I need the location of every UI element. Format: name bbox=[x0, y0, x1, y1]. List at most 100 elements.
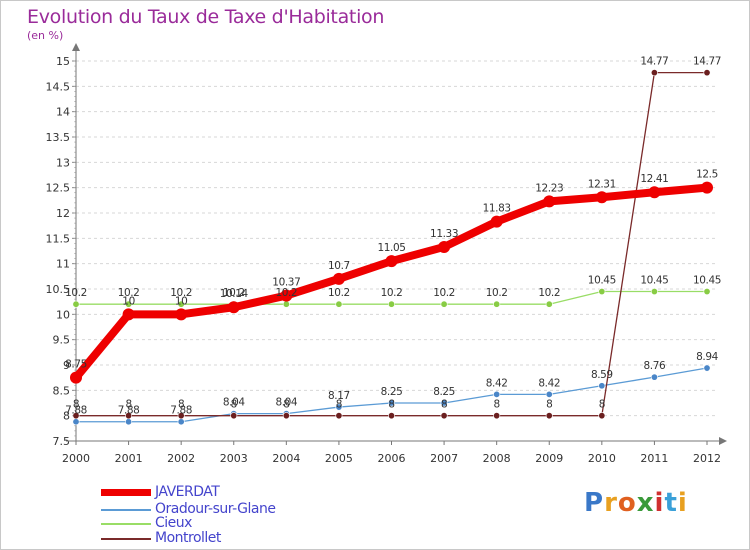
data-label: 8.59 bbox=[591, 369, 613, 381]
data-label: 8 bbox=[231, 399, 237, 411]
data-point bbox=[545, 300, 553, 308]
x-axis-arrow bbox=[719, 437, 727, 445]
y-tick-label: 14 bbox=[56, 106, 70, 119]
data-label: 10.2 bbox=[538, 287, 560, 299]
data-label: 10.2 bbox=[275, 287, 297, 299]
x-tick-label: 2009 bbox=[535, 452, 563, 465]
data-point bbox=[650, 69, 658, 77]
data-point bbox=[70, 371, 82, 384]
data-point bbox=[387, 412, 395, 420]
data-point bbox=[332, 272, 345, 285]
y-tick-label: 13.5 bbox=[46, 131, 71, 144]
data-point bbox=[387, 399, 395, 407]
y-tick-label: 8 bbox=[63, 410, 70, 423]
data-label: 10.2 bbox=[381, 287, 403, 299]
x-tick-label: 2012 bbox=[693, 452, 721, 465]
data-point bbox=[545, 390, 553, 398]
data-label: 8 bbox=[441, 399, 447, 411]
y-tick-label: 13 bbox=[56, 156, 70, 169]
y-tick-label: 15 bbox=[56, 55, 70, 68]
data-label: 8 bbox=[73, 399, 79, 411]
data-label: 12.23 bbox=[535, 182, 563, 194]
data-point bbox=[230, 412, 238, 420]
data-point bbox=[598, 382, 606, 390]
data-point bbox=[125, 418, 133, 426]
proxiti-logo: Proxiti bbox=[584, 488, 688, 518]
data-label: 8.42 bbox=[486, 377, 508, 389]
y-tick-label: 12.5 bbox=[46, 182, 71, 195]
series-layer bbox=[70, 69, 713, 426]
data-point bbox=[440, 412, 448, 420]
data-point bbox=[335, 300, 343, 308]
data-point bbox=[440, 300, 448, 308]
legend-label: Cieux bbox=[155, 515, 192, 531]
y-tick-label: 11 bbox=[56, 258, 70, 271]
data-point bbox=[72, 300, 80, 308]
data-point bbox=[648, 186, 661, 199]
data-label: 8.25 bbox=[381, 386, 403, 398]
data-point bbox=[440, 399, 448, 407]
data-point bbox=[282, 412, 290, 420]
data-point bbox=[650, 373, 658, 381]
legend-label: Oradour-sur-Glane bbox=[155, 501, 276, 517]
legend-swatch bbox=[101, 538, 151, 540]
data-label: 10.2 bbox=[65, 287, 87, 299]
data-point bbox=[598, 412, 606, 420]
y-tick-label: 9 bbox=[63, 359, 70, 372]
data-point bbox=[493, 412, 501, 420]
y-tick-label: 14.5 bbox=[46, 80, 71, 93]
axis-layer: 7.588.599.51010.51111.51212.51313.51414.… bbox=[46, 43, 727, 465]
data-label: 8.04 bbox=[223, 397, 245, 409]
x-tick-label: 2010 bbox=[588, 452, 616, 465]
data-label: 10.2 bbox=[433, 287, 455, 299]
data-point bbox=[703, 364, 711, 372]
chart-subtitle: (en %) bbox=[27, 29, 64, 42]
data-label: 10 bbox=[175, 295, 188, 307]
data-label: 7.88 bbox=[118, 405, 140, 417]
x-tick-label: 2003 bbox=[220, 452, 248, 465]
data-label: 10 bbox=[122, 295, 135, 307]
x-tick-label: 2000 bbox=[62, 452, 90, 465]
data-label: 8 bbox=[336, 399, 342, 411]
data-point bbox=[545, 412, 553, 420]
logo-letter: P bbox=[584, 488, 605, 518]
data-point bbox=[385, 255, 398, 268]
data-label: 8 bbox=[599, 399, 605, 411]
data-label: 8.75 bbox=[65, 359, 87, 371]
data-label: 10.2 bbox=[170, 287, 192, 299]
y-tick-label: 8.5 bbox=[53, 384, 71, 397]
data-label: 11.05 bbox=[377, 242, 405, 254]
data-label: 10.2 bbox=[118, 287, 140, 299]
logo-letter: i bbox=[654, 488, 665, 518]
legend-swatch bbox=[101, 489, 151, 496]
data-label: 8.17 bbox=[328, 390, 350, 402]
data-label: 10.14 bbox=[220, 288, 249, 300]
data-label: 7.88 bbox=[170, 405, 192, 417]
legend-label: JAVERDAT bbox=[155, 484, 220, 500]
logo-letter: r bbox=[604, 488, 618, 518]
data-label: 8 bbox=[388, 399, 394, 411]
data-point bbox=[177, 300, 185, 308]
y-axis-arrow bbox=[72, 43, 80, 51]
data-label: 10.7 bbox=[328, 260, 350, 272]
data-label: 10.45 bbox=[640, 275, 668, 287]
data-point bbox=[598, 288, 606, 296]
data-label: 8 bbox=[178, 399, 184, 411]
x-tick-label: 2006 bbox=[378, 452, 406, 465]
x-tick-label: 2004 bbox=[272, 452, 300, 465]
y-tick-label: 7.5 bbox=[53, 435, 71, 448]
data-point bbox=[650, 288, 658, 296]
data-point bbox=[175, 308, 188, 321]
data-label: 14.77 bbox=[693, 56, 721, 68]
data-label: 10.45 bbox=[693, 275, 721, 287]
data-point bbox=[490, 215, 503, 228]
data-point bbox=[282, 300, 290, 308]
data-label: 8 bbox=[546, 399, 552, 411]
data-label: 12.31 bbox=[588, 178, 616, 190]
data-point bbox=[177, 418, 185, 426]
data-point bbox=[493, 300, 501, 308]
data-point bbox=[701, 181, 713, 194]
data-label: 8.25 bbox=[433, 386, 455, 398]
data-label: 14.77 bbox=[640, 56, 668, 68]
